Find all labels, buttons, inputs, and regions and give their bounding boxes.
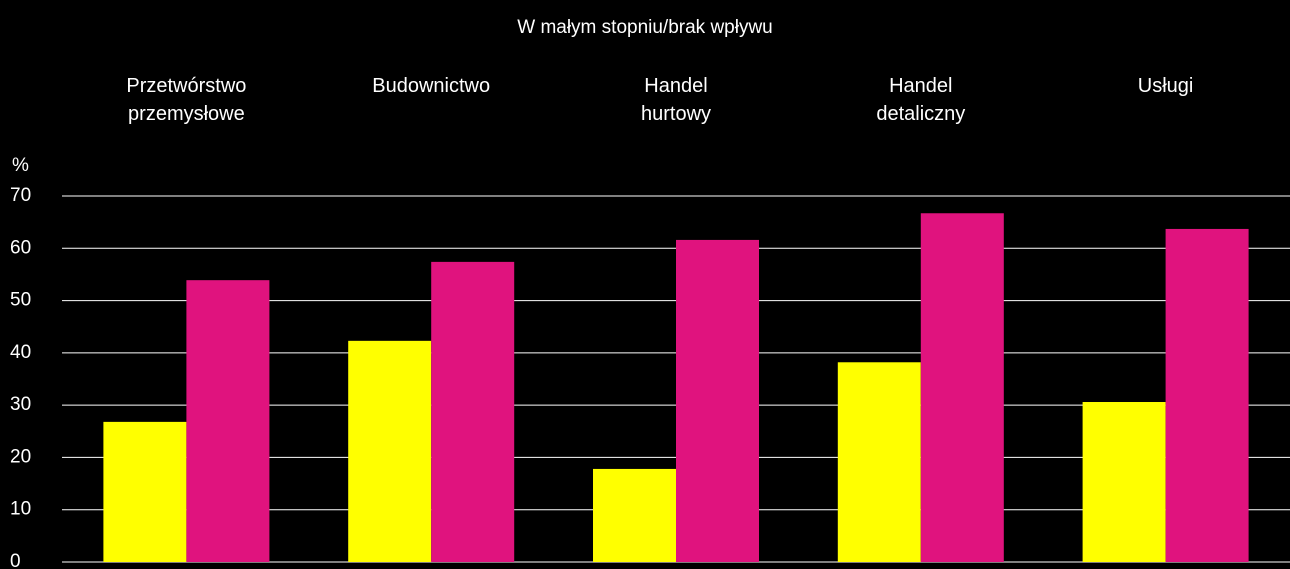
bar	[837, 362, 921, 562]
y-tick-label: 70	[10, 185, 31, 206]
y-tick-label: 40	[10, 342, 31, 363]
y-tick-label: 10	[10, 499, 31, 520]
y-tick-label: 50	[10, 290, 31, 311]
y-tick-label: 30	[10, 394, 31, 415]
y-tick-label: 60	[10, 237, 31, 258]
bar	[593, 468, 676, 562]
category-label: Przetwórstwo przemysłowe	[126, 75, 247, 125]
bar	[431, 261, 515, 562]
bar	[676, 239, 759, 563]
category-label: Budownictwo	[372, 75, 491, 97]
bar	[348, 340, 432, 562]
category-label: Usługi	[1137, 75, 1194, 97]
category-label: Handel detaliczny	[876, 75, 966, 125]
y-tick-label: 20	[10, 446, 31, 467]
bar	[186, 280, 270, 562]
bar	[1165, 228, 1249, 562]
category-label: Handel hurtowy	[640, 75, 712, 125]
bar	[920, 213, 1004, 563]
y-tick-label: 0	[10, 551, 21, 569]
y-axis-label: %	[12, 155, 29, 176]
bar	[1082, 402, 1166, 562]
bar	[103, 421, 187, 562]
chart-title: W małym stopniu/brak wpływu	[517, 17, 773, 38]
